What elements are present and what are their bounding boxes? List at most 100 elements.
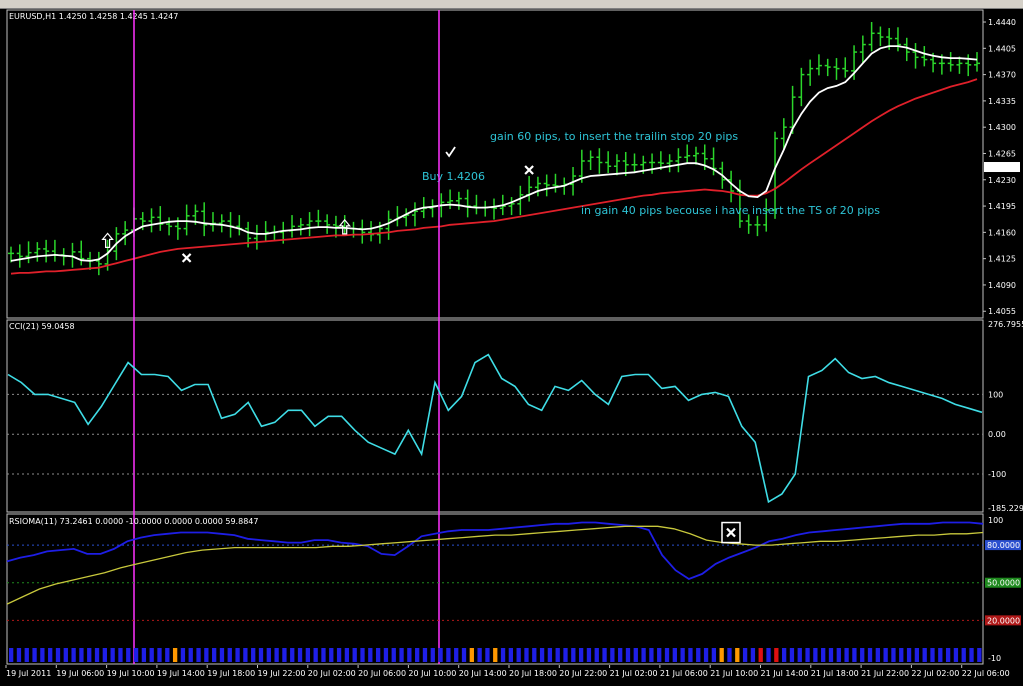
histogram-bar	[391, 648, 396, 662]
histogram-bar	[461, 648, 467, 662]
histogram-bar	[204, 648, 209, 662]
histogram-bar	[578, 648, 584, 662]
histogram-bar	[571, 648, 576, 662]
histogram-bar	[48, 648, 53, 662]
time-label: 22 Jul 06:00	[962, 669, 1010, 678]
histogram-bar	[852, 648, 857, 662]
histogram-bar	[742, 648, 748, 662]
histogram-bar	[102, 648, 107, 662]
histogram-bar	[344, 648, 350, 662]
time-label: 19 Jul 10:00	[107, 669, 155, 678]
histogram-bar	[157, 648, 162, 662]
histogram-bar	[274, 648, 279, 662]
histogram-bar	[16, 648, 22, 662]
histogram-bar	[422, 648, 428, 662]
time-label: 20 Jul 10:00	[408, 669, 456, 678]
histogram-bar	[789, 648, 795, 662]
histogram-bar	[711, 648, 717, 662]
histogram-bar	[774, 648, 779, 662]
x-mark-icon	[726, 527, 736, 538]
histogram-bar	[313, 648, 318, 662]
histogram-bar	[969, 648, 974, 662]
histogram-bar	[766, 648, 771, 662]
price-tick-label: 1.4055	[988, 307, 1016, 316]
histogram-bar	[40, 648, 45, 662]
time-label: 21 Jul 22:00	[861, 669, 909, 678]
pane-border-3	[6, 513, 984, 665]
histogram-bar	[266, 648, 271, 662]
histogram-bar	[407, 648, 412, 662]
price-tick-label: 1.4405	[988, 44, 1016, 53]
rsioma-level-box	[985, 615, 1021, 626]
histogram-bar	[836, 648, 841, 662]
histogram-bar	[188, 648, 193, 662]
histogram-bar	[399, 648, 404, 662]
histogram-bar	[930, 648, 935, 662]
time-label: 19 Jul 14:00	[157, 669, 205, 678]
histogram-bar	[610, 648, 615, 662]
histogram-bar	[844, 648, 849, 662]
time-label: 20 Jul 06:00	[358, 669, 406, 678]
rsioma-level-box	[985, 540, 1021, 551]
time-label: 19 Jul 2011	[6, 669, 51, 678]
annotation-1: gain 60 pips, to insert the trailin stop…	[490, 130, 738, 143]
histogram-bar	[883, 648, 888, 662]
histogram-bar	[321, 648, 326, 662]
histogram-bar	[563, 648, 568, 662]
histogram-bar	[227, 648, 232, 662]
histogram-bar	[625, 648, 631, 662]
histogram-bar	[813, 648, 818, 662]
time-label: 20 Jul 02:00	[308, 669, 356, 678]
histogram-bar	[938, 648, 943, 662]
histogram-bar	[149, 648, 154, 662]
histogram-bar	[875, 648, 880, 662]
histogram-bar	[922, 648, 927, 662]
histogram-bar	[781, 648, 787, 662]
histogram-bar	[454, 648, 459, 662]
cci-tick-label: 100	[988, 390, 1003, 399]
time-label: 20 Jul 18:00	[509, 669, 557, 678]
histogram-bar	[172, 648, 178, 662]
histogram-bar	[165, 648, 170, 662]
histogram-bar	[586, 648, 592, 662]
histogram-bar	[828, 648, 834, 662]
rsioma-level-label: 80.0000	[987, 541, 1020, 550]
price-tick-label: 1.4230	[988, 176, 1016, 185]
histogram-bar	[258, 648, 264, 662]
x-mark-icon	[524, 165, 534, 175]
histogram-bar	[867, 648, 873, 662]
cci-tick-label: -185.229	[988, 504, 1023, 513]
rsioma-ma-line	[6, 525, 984, 605]
rsioma-level-label: 50.0000	[987, 579, 1020, 588]
rsioma-level-label: 20.0000	[987, 616, 1020, 625]
histogram-bar	[251, 648, 256, 662]
ma-slow-line	[10, 78, 978, 275]
time-label: 21 Jul 02:00	[610, 669, 658, 678]
rsioma-tick-label: 100	[988, 516, 1003, 525]
histogram-bar	[180, 648, 186, 662]
histogram-bar	[438, 648, 443, 662]
price-tick-label: 1.4370	[988, 71, 1016, 80]
histogram-bar	[485, 648, 490, 662]
histogram-bar	[329, 648, 334, 662]
histogram-bar	[750, 648, 756, 662]
histogram-bar	[906, 648, 912, 662]
cci-line	[7, 353, 983, 504]
histogram-bar	[680, 648, 685, 662]
current-price-box	[984, 162, 1020, 173]
histogram-bar	[719, 648, 724, 662]
histogram-bar	[657, 648, 662, 662]
histogram-bar	[618, 648, 623, 662]
time-label: 21 Jul 18:00	[811, 669, 859, 678]
up-arrow-icon	[101, 232, 114, 248]
histogram-bar	[336, 648, 342, 662]
histogram-bar	[415, 648, 420, 662]
cci-pane-title: CCI(21) 59.0458	[9, 322, 75, 331]
toolbar-strip	[0, 0, 1023, 9]
time-label: 20 Jul 14:00	[459, 669, 507, 678]
time-label: 22 Jul 02:00	[911, 669, 959, 678]
histogram-bar	[532, 648, 537, 662]
histogram-bar	[243, 648, 248, 662]
histogram-bar	[94, 648, 100, 662]
histogram-bar	[32, 648, 37, 662]
